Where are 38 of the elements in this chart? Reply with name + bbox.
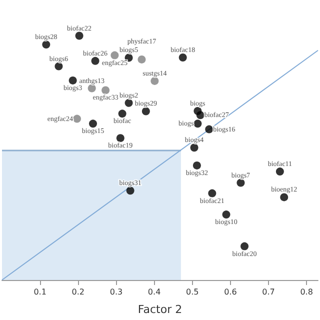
- x-tick-label: 0.6: [224, 288, 237, 296]
- x-tick-label: 0.4: [148, 288, 161, 296]
- x-tick-label: 0.1: [34, 288, 46, 296]
- point: [54, 62, 63, 70]
- point: [240, 242, 249, 250]
- point: [276, 168, 284, 176]
- x-tick-label: 0.5: [186, 288, 199, 296]
- point: [126, 186, 134, 195]
- point: [150, 76, 159, 85]
- x-tick-label: 0.8: [300, 288, 313, 296]
- point: [190, 144, 198, 152]
- point: [75, 32, 84, 40]
- point: [222, 210, 230, 219]
- point: [138, 55, 146, 64]
- x-tick-label: 0.2: [72, 288, 85, 296]
- point: [236, 178, 245, 187]
- point: [118, 110, 126, 118]
- x-tick-label: 0.7: [262, 288, 275, 296]
- point: [205, 125, 214, 134]
- point: [89, 120, 97, 128]
- point: [91, 56, 100, 65]
- point: [196, 111, 204, 120]
- point: [142, 107, 150, 116]
- point: [42, 40, 50, 49]
- point: [178, 53, 187, 62]
- point: [124, 98, 133, 107]
- point: [73, 114, 81, 123]
- point: [192, 161, 201, 170]
- x-tick-label: 0.3: [110, 288, 123, 296]
- x-axis-title: Factor 2: [138, 303, 182, 316]
- point: [88, 84, 96, 92]
- point: [194, 120, 202, 128]
- point: [116, 134, 124, 142]
- point: [280, 193, 288, 202]
- point: [110, 51, 119, 60]
- point: [208, 189, 216, 198]
- point: [102, 86, 110, 94]
- point: [68, 76, 77, 84]
